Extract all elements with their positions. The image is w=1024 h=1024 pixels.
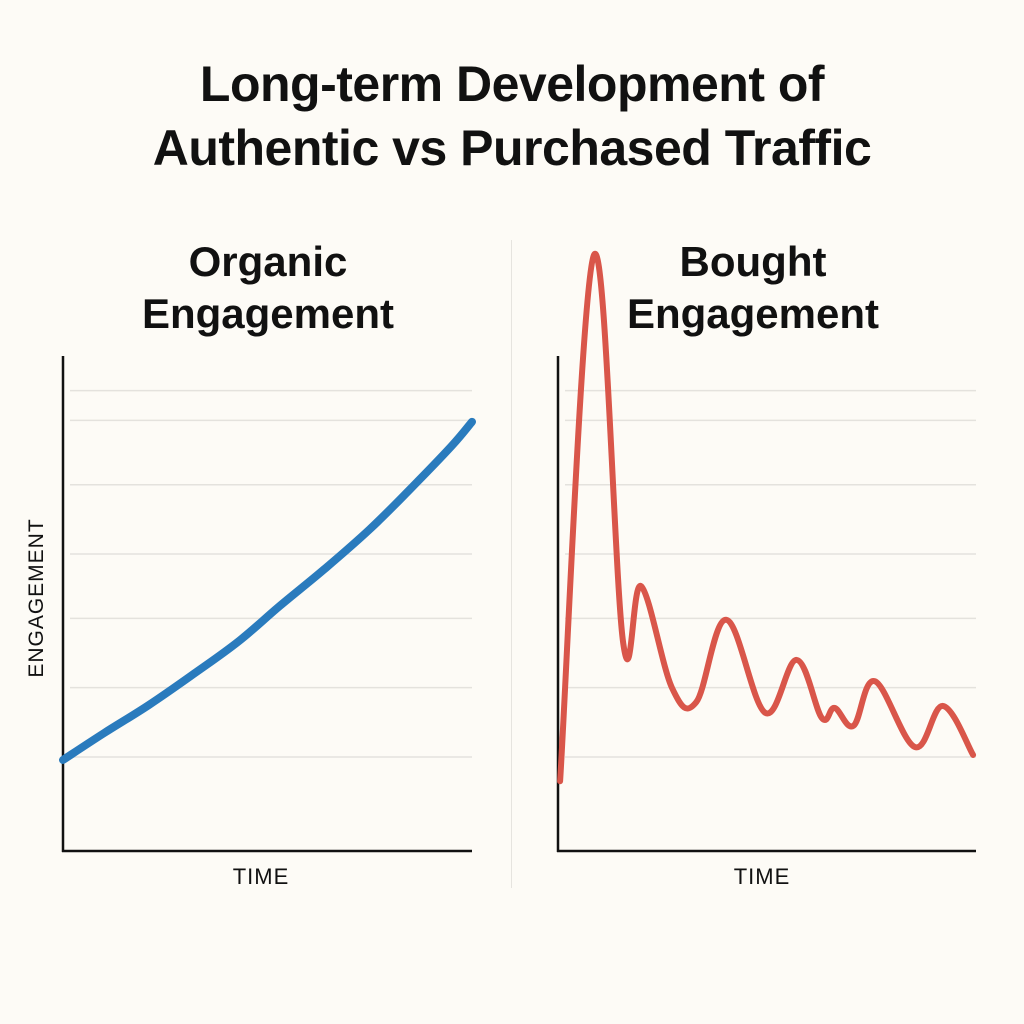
organic-chart bbox=[59, 356, 476, 853]
organic-x-axis-label: TIME bbox=[232, 864, 290, 889]
bought-chart bbox=[556, 250, 977, 853]
chart-title: Long-term Development of Authentic vs Pu… bbox=[0, 52, 1024, 180]
bought-subtitle-line-1: Bought bbox=[679, 238, 827, 285]
organic-subtitle-line-2: Engagement bbox=[141, 290, 395, 337]
chart-title-line-1: Long-term Development of bbox=[199, 56, 825, 112]
organic-series-line bbox=[59, 417, 476, 764]
bought-x-axis-label: TIME bbox=[733, 864, 791, 889]
organic-subtitle-line-1: Organic bbox=[188, 238, 348, 285]
panel-divider bbox=[511, 240, 512, 888]
bought-series-line bbox=[557, 250, 977, 785]
bought-subtitle: Bought Engagement bbox=[553, 236, 953, 340]
chart-title-line-2: Authentic vs Purchased Traffic bbox=[152, 120, 872, 176]
bought-subtitle-line-2: Engagement bbox=[626, 290, 880, 337]
organic-y-axis-label: ENGAGEMENT bbox=[25, 518, 48, 678]
organic-subtitle: Organic Engagement bbox=[68, 236, 468, 340]
